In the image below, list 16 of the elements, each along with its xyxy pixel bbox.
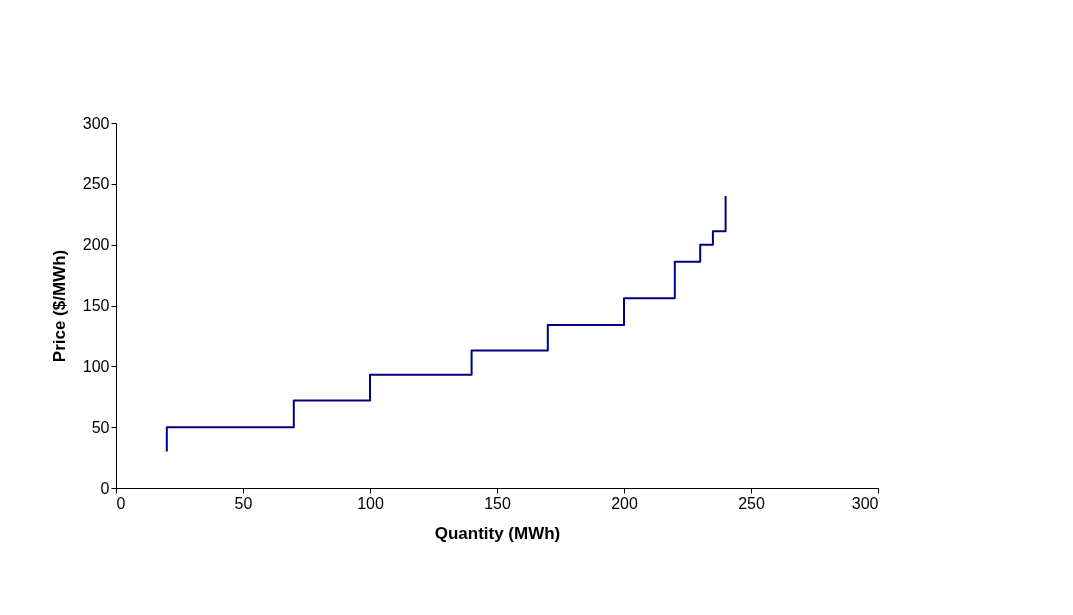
x-tick-label: 250 xyxy=(738,494,765,512)
x-tick-label: 0 xyxy=(116,494,126,512)
x-tick-label: 150 xyxy=(484,494,511,512)
x-tick-label: 300 xyxy=(851,494,879,512)
y-tick-label: 50 xyxy=(91,418,110,436)
x-axis-title: Quantity (MWh) xyxy=(434,523,561,543)
y-tick-label: 100 xyxy=(82,357,110,375)
x-tick-label: 100 xyxy=(357,494,384,512)
y-tick-label: 250 xyxy=(82,175,110,193)
y-tick-label: 150 xyxy=(82,297,110,314)
y-axis-title: Price ($/MWh) xyxy=(49,249,69,363)
x-tick-label: 200 xyxy=(611,494,638,512)
y-tick-label: 300 xyxy=(82,114,110,132)
x-tick-label: 50 xyxy=(234,494,253,512)
y-tick-label: 0 xyxy=(100,479,110,497)
y-tick-label: 200 xyxy=(82,236,110,254)
